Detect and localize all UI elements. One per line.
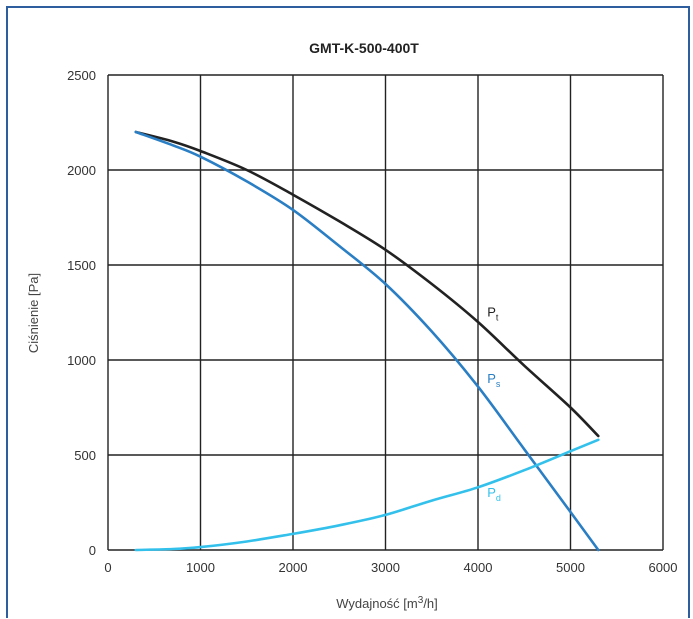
x-tick-label: 4000 xyxy=(464,560,493,575)
axis-ticks: 0 1000 2000 3000 4000 5000 6000 0 500 1000 1500 200… xyxy=(67,68,677,575)
series-line-pt xyxy=(134,130,600,438)
y-tick-label: 500 xyxy=(74,448,96,463)
x-tick-label: 1000 xyxy=(186,560,215,575)
y-axis-label: Ciśnienie [Pa] xyxy=(26,273,41,353)
x-tick-label: 2000 xyxy=(279,560,308,575)
y-tick-label: 1000 xyxy=(67,353,96,368)
series-label-ps: Ps xyxy=(487,371,501,389)
series-line-ps xyxy=(134,130,600,552)
series-lines xyxy=(134,130,600,552)
x-axis-label: Wydajność [m3/h] xyxy=(336,595,438,611)
y-tick-label: 2500 xyxy=(67,68,96,83)
x-tick-label: 5000 xyxy=(556,560,585,575)
series-label-pt: Pt xyxy=(487,304,499,322)
y-tick-label: 2000 xyxy=(67,163,96,178)
x-tick-label: 6000 xyxy=(649,560,678,575)
series-line-pd xyxy=(134,438,600,552)
series-label-pd: Pd xyxy=(487,485,501,503)
x-tick-label: 0 xyxy=(104,560,111,575)
chart-frame xyxy=(6,6,690,618)
grid xyxy=(107,74,664,551)
y-tick-label: 0 xyxy=(89,543,96,558)
y-tick-label: 1500 xyxy=(67,258,96,273)
series-labels: Pt Ps Pd xyxy=(487,304,501,503)
chart-title: GMT-K-500-400T xyxy=(309,40,419,56)
x-tick-label: 3000 xyxy=(371,560,400,575)
